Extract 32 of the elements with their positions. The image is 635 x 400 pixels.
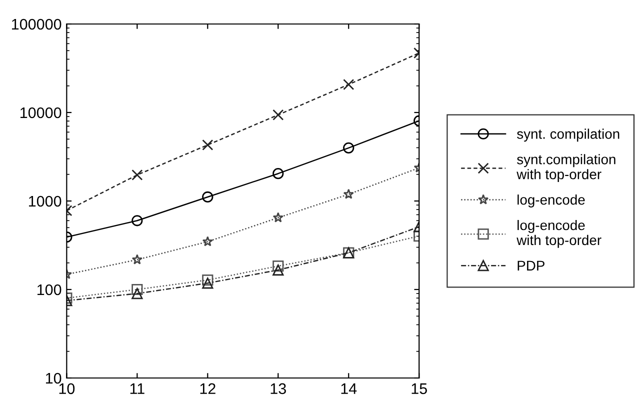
x-tick-label: 13: [270, 383, 286, 394]
x-tick-label: 12: [200, 383, 216, 394]
point: [202, 191, 214, 203]
point: [132, 169, 143, 180]
point: [132, 254, 142, 264]
point: [272, 264, 284, 276]
point: [272, 168, 284, 180]
legend-label: synt. compilation: [517, 128, 620, 142]
y-tick-label: 100000: [12, 18, 62, 30]
point: [202, 139, 214, 150]
point: [132, 215, 143, 226]
x-tick-label: 15: [412, 383, 427, 394]
x-tick-label: 11: [130, 383, 144, 394]
point: [132, 284, 143, 296]
point: [202, 236, 213, 246]
point: [272, 212, 284, 222]
y-tick-label: 10000: [20, 107, 62, 118]
point: [272, 260, 284, 272]
x-tick-label: 14: [341, 383, 357, 394]
point: [132, 288, 143, 300]
point: [202, 274, 214, 286]
point: [202, 278, 214, 289]
y-tick-label: 1000: [28, 196, 62, 207]
y-tick-label: 100: [37, 284, 62, 296]
legend-label: log-encode with top-order: [516, 220, 602, 248]
point: [343, 188, 354, 199]
legend-label: PDP: [518, 260, 544, 270]
point: [272, 109, 284, 120]
legend-label: log-encode: [518, 194, 585, 208]
y-tick-label: 10: [46, 372, 62, 384]
legend-label: synt.compilation with top-order: [516, 154, 616, 182]
x-tick-label: 10: [59, 383, 75, 394]
